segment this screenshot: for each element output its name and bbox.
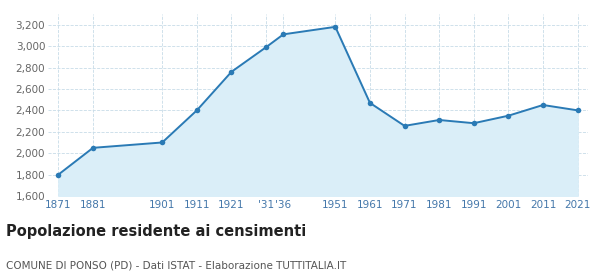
Point (503, 113, 513, 118)
Point (331, 25, 340, 29)
Text: COMUNE DI PONSO (PD) - Dati ISTAT - Elaborazione TUTTITALIA.IT: COMUNE DI PONSO (PD) - Dati ISTAT - Elab… (6, 260, 346, 270)
Point (400, 124, 409, 128)
Point (434, 118, 444, 122)
Text: Popolazione residente ai censimenti: Popolazione residente ai censimenti (6, 224, 306, 239)
Point (469, 121, 479, 125)
Point (365, 101, 375, 105)
Point (227, 69, 236, 74)
Point (157, 140, 167, 145)
Point (88, 146, 98, 150)
Point (278, 32, 288, 37)
Point (573, 108, 583, 113)
Point (192, 108, 202, 113)
Point (53, 172, 63, 177)
Point (538, 103, 548, 107)
Point (261, 45, 271, 50)
